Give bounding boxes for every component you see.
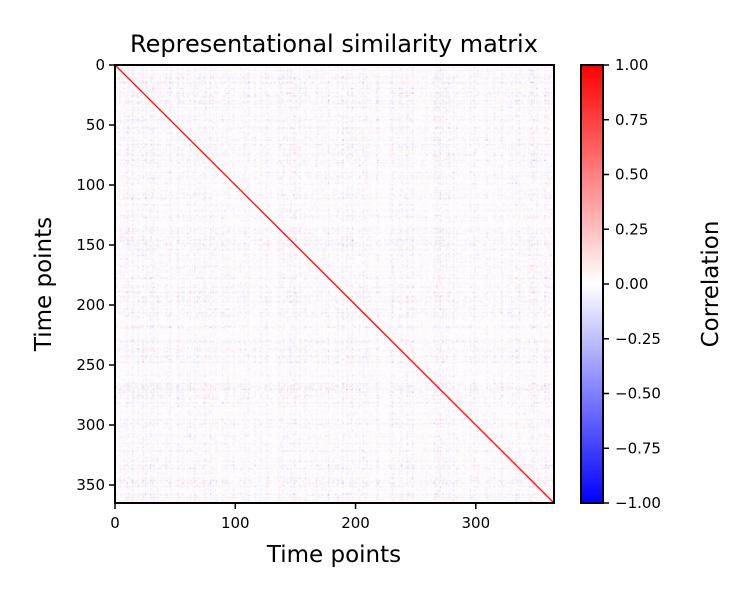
x-axis: 0 100 200 300	[110, 503, 490, 532]
diagonal-line	[114, 64, 555, 504]
colorbar-tick-label: 0.25	[615, 220, 648, 238]
colorbar-tick-label: −0.25	[615, 330, 661, 348]
x-axis-label: Time points	[266, 542, 401, 568]
colorbar-tick-label: −1.00	[615, 494, 661, 512]
y-tick-label: 100	[76, 176, 105, 194]
y-tick-label: 350	[76, 476, 105, 494]
colorbar-tick-label: 0.75	[615, 111, 648, 129]
colorbar-tick-label: 0.50	[615, 166, 648, 184]
y-axis: 0 50 100 150 200 250 300 350	[76, 56, 115, 494]
colorbar: 1.00 0.75 0.50 0.25 0.00 −0.25 −0.50 −0.75 −1.00…	[580, 56, 724, 512]
y-tick-label: 250	[76, 356, 105, 374]
colorbar-ticks: 1.00 0.75 0.50 0.25 0.00 −0.25 −0.50 −0.75 −1.00	[603, 56, 661, 512]
y-tick-label: 150	[76, 236, 105, 254]
y-tick-label: 300	[76, 416, 105, 434]
x-tick-label: 300	[462, 514, 491, 532]
y-tick-label: 200	[76, 296, 105, 314]
colorbar-tick-label: −0.50	[615, 385, 661, 403]
x-tick-label: 200	[341, 514, 370, 532]
colorbar-label: Correlation	[698, 221, 724, 348]
y-tick-label: 0	[95, 56, 105, 74]
heatmap-area	[114, 64, 555, 504]
plot-frame	[114, 64, 555, 504]
colorbar-gradient	[580, 64, 604, 504]
x-tick-label: 0	[110, 514, 120, 532]
colorbar-tick-label: 0.00	[615, 275, 648, 293]
y-axis-label: Time points	[31, 217, 57, 352]
y-tick-label: 50	[86, 116, 105, 134]
colorbar-tick-label: −0.75	[615, 439, 661, 457]
colorbar-tick-label: 1.00	[615, 56, 648, 74]
chart-title: Representational similarity matrix	[130, 30, 538, 58]
x-tick-label: 100	[221, 514, 250, 532]
